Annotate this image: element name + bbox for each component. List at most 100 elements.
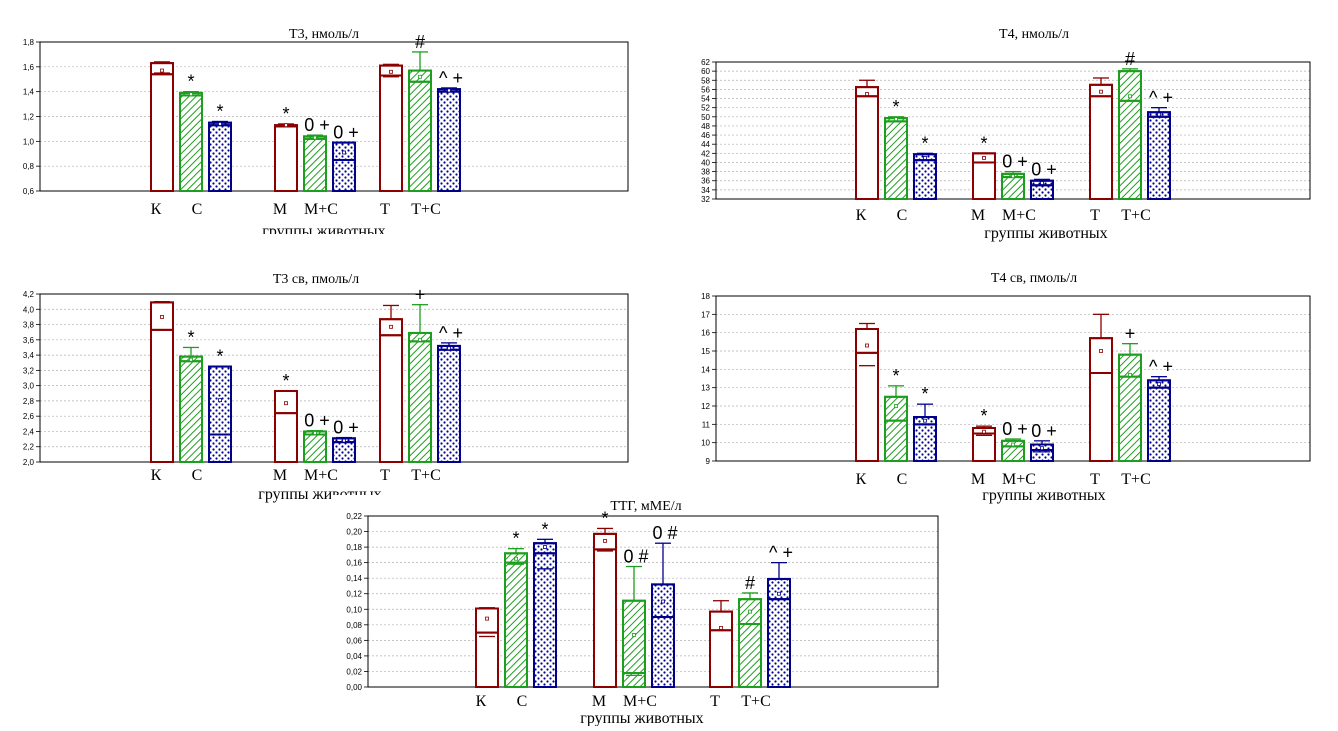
mean-marker bbox=[514, 556, 518, 561]
bar bbox=[437, 344, 461, 463]
y-tick-label: 3,4 bbox=[23, 351, 35, 360]
chart-t3-free: Т3 св, пмоль/л 2,0 2,2 2,4 2,6 2,8 3,0 3,2 3,4 3… bbox=[8, 256, 630, 506]
mean-marker bbox=[218, 398, 222, 403]
significance-label: * bbox=[892, 97, 899, 117]
mean-marker bbox=[389, 324, 393, 329]
x-tick-label: К bbox=[151, 201, 162, 218]
x-tick-label: К bbox=[856, 471, 867, 488]
bar bbox=[884, 117, 908, 200]
x-axis-label: группы животных bbox=[982, 487, 1105, 504]
mean-marker bbox=[389, 69, 393, 74]
mean-marker bbox=[865, 343, 869, 348]
bar bbox=[504, 552, 528, 688]
bar bbox=[332, 141, 356, 192]
mean-marker bbox=[543, 545, 547, 549]
bar bbox=[208, 121, 232, 192]
mean-marker bbox=[313, 135, 317, 140]
chart-tsh-svg: ТТГ, мМЕ/л 0,00 0,02 0,04 0,06 0,08 0,10 0,12 0… bbox=[331, 495, 949, 727]
mean-marker bbox=[1099, 89, 1103, 94]
mean-marker bbox=[418, 337, 422, 342]
mean-marker bbox=[342, 438, 346, 443]
bar bbox=[274, 124, 298, 192]
y-tick-label: 34 bbox=[701, 186, 710, 195]
y-tick-label: 54 bbox=[701, 95, 710, 104]
significance-label: * bbox=[282, 104, 289, 124]
bar bbox=[855, 328, 879, 462]
y-tick-label: 0,00 bbox=[346, 683, 362, 692]
chart-t3: Т3, нмоль/л 0,6 0,8 1,0 1,2 1,4 1,6 1,8 * * * 0 +0… bbox=[8, 8, 630, 240]
x-tick-label: М bbox=[592, 693, 606, 710]
chart-title: ТТГ, мМЕ/л bbox=[610, 499, 681, 514]
bar bbox=[208, 365, 232, 463]
x-axis-label: группы животных bbox=[580, 710, 703, 726]
significance-label: 0 + bbox=[1031, 159, 1057, 179]
bar bbox=[709, 610, 733, 688]
x-tick-label: М+С bbox=[1002, 207, 1036, 224]
y-tick-label: 0,18 bbox=[346, 543, 362, 552]
y-tick-label: 0,02 bbox=[346, 667, 362, 676]
significance-label: 0 + bbox=[333, 123, 359, 143]
y-tick-label: 16 bbox=[701, 329, 710, 338]
x-tick-label: К bbox=[151, 467, 162, 484]
significance-label: * bbox=[980, 133, 987, 153]
bar bbox=[1089, 337, 1113, 462]
y-tick-label: 0,06 bbox=[346, 636, 362, 645]
y-tick-label: 2,2 bbox=[23, 443, 35, 452]
x-tick-label: Т+С bbox=[741, 693, 770, 710]
y-tick-label: 2,4 bbox=[23, 427, 35, 436]
bar bbox=[408, 331, 432, 464]
mean-marker bbox=[632, 633, 636, 637]
bar bbox=[533, 542, 557, 688]
y-tick-label: 52 bbox=[701, 104, 710, 113]
mean-marker bbox=[160, 68, 164, 73]
bar bbox=[593, 532, 617, 688]
significance-label: 0 + bbox=[1002, 152, 1028, 172]
significance-label: * bbox=[541, 519, 548, 539]
mean-marker bbox=[284, 123, 288, 128]
y-tick-label: 1,0 bbox=[23, 137, 35, 146]
bar bbox=[1118, 353, 1142, 462]
x-tick-label: Т bbox=[710, 693, 720, 710]
bar bbox=[379, 64, 403, 192]
x-tick-label: Т+С bbox=[1121, 207, 1150, 224]
bar bbox=[303, 135, 327, 193]
mean-marker bbox=[447, 88, 451, 93]
y-tick-label: 0,10 bbox=[346, 605, 362, 614]
mean-marker bbox=[485, 616, 489, 621]
significance-label: * bbox=[512, 529, 519, 549]
mean-marker bbox=[1128, 94, 1132, 99]
x-tick-label: М bbox=[971, 207, 985, 224]
significance-label: ^ + bbox=[769, 543, 793, 563]
x-tick-label: М bbox=[971, 471, 985, 488]
y-tick-label: 0,12 bbox=[346, 590, 362, 599]
mean-marker bbox=[1157, 112, 1161, 117]
x-tick-label: Т+С bbox=[1121, 471, 1150, 488]
mean-marker bbox=[160, 315, 164, 319]
significance-label: 0 + bbox=[304, 115, 330, 135]
y-tick-label: 0,22 bbox=[346, 512, 362, 521]
y-tick-label: 1,4 bbox=[23, 88, 35, 97]
y-tick-label: 3,8 bbox=[23, 321, 35, 330]
mean-marker bbox=[189, 92, 193, 97]
significance-label: # bbox=[745, 573, 755, 593]
x-tick-label: С bbox=[192, 201, 203, 218]
x-tick-label: К bbox=[476, 693, 487, 710]
bar bbox=[179, 355, 203, 463]
bar bbox=[303, 430, 327, 463]
x-tick-label: Т bbox=[1090, 207, 1100, 224]
x-tick-label: М+С bbox=[304, 467, 338, 484]
chart-tsh: ТТГ, мМЕ/л 0,00 0,02 0,04 0,06 0,08 0,10 0,12 0… bbox=[330, 494, 950, 727]
x-tick-label: М+С bbox=[1002, 471, 1036, 488]
significance-label: 0 + bbox=[1002, 419, 1028, 439]
significance-label: + bbox=[1125, 324, 1136, 344]
y-tick-label: 36 bbox=[701, 177, 710, 186]
y-tick-label: 0,20 bbox=[346, 528, 362, 537]
mean-marker bbox=[982, 429, 986, 434]
y-tick-label: 56 bbox=[701, 85, 710, 94]
y-tick-label: 1,8 bbox=[23, 38, 35, 47]
y-tick-label: 2,8 bbox=[23, 397, 35, 406]
significance-label: * bbox=[921, 133, 928, 153]
significance-label: ^ + bbox=[439, 323, 463, 343]
bar bbox=[150, 301, 174, 464]
y-tick-label: 3,0 bbox=[23, 382, 35, 391]
